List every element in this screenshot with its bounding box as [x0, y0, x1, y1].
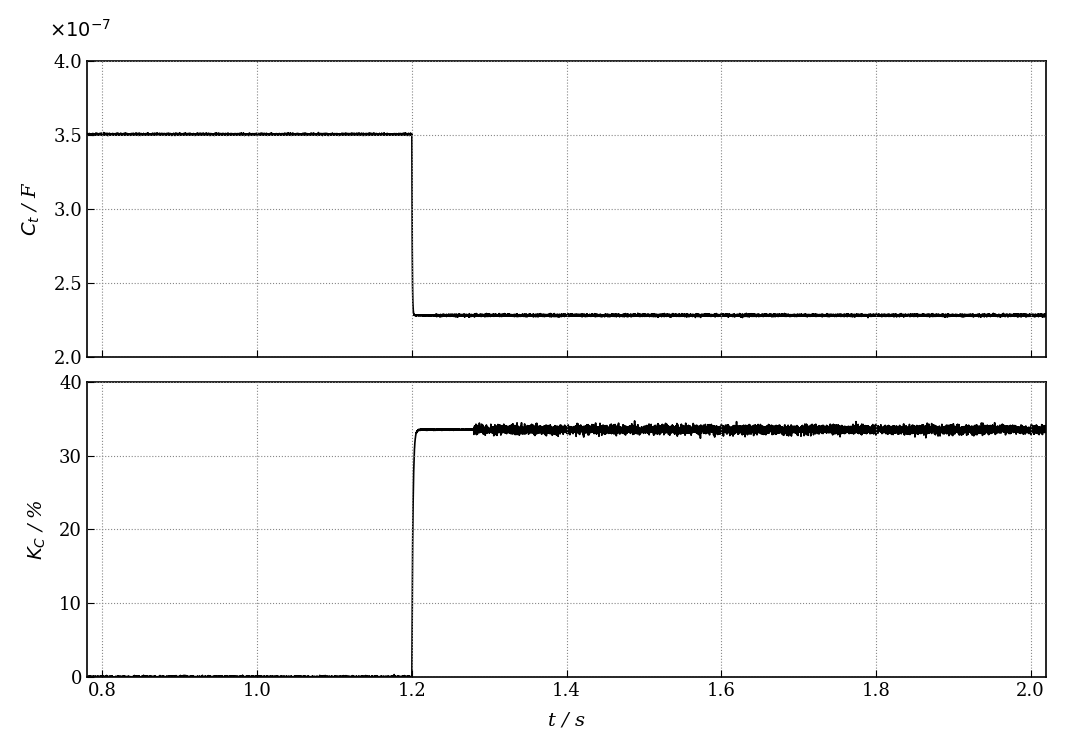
Text: $\times 10^{-7}$: $\times 10^{-7}$	[49, 19, 111, 40]
X-axis label: t / s: t / s	[548, 711, 585, 729]
Y-axis label: $K_C$ / %: $K_C$ / %	[27, 499, 48, 560]
Y-axis label: $C_t$ / F: $C_t$ / F	[21, 182, 42, 236]
